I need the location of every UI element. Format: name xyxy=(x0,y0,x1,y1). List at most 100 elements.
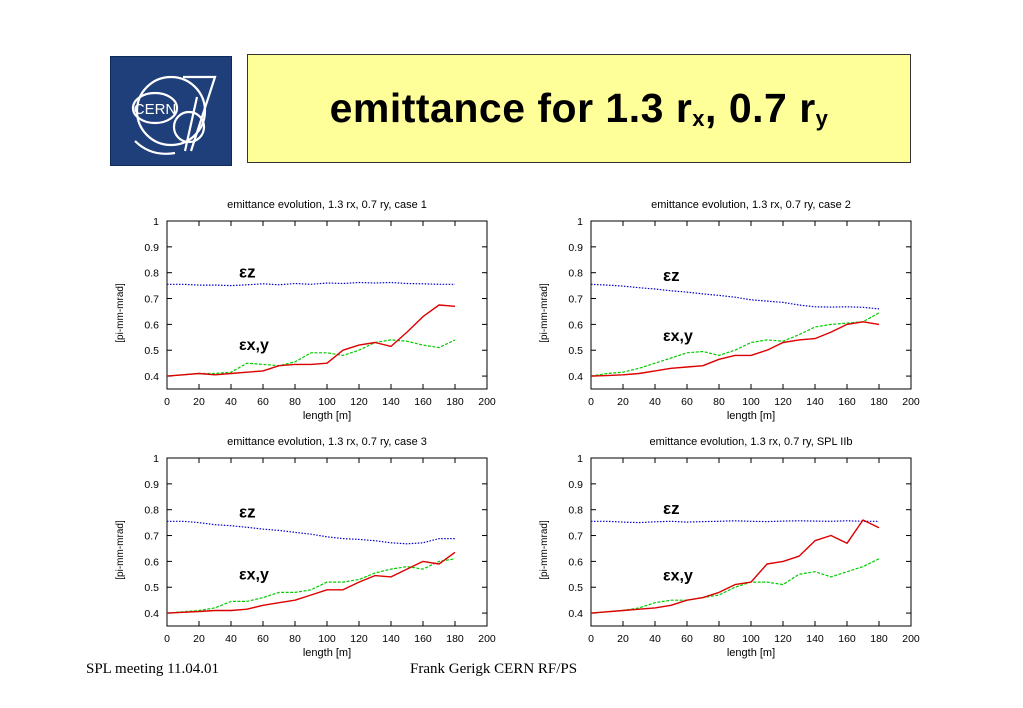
series-line-2 xyxy=(166,304,456,377)
y-tick-label: 0.8 xyxy=(568,505,583,517)
x-tick-label: 180 xyxy=(870,633,888,645)
x-tick-label: 40 xyxy=(225,633,237,645)
x-tick-label: 140 xyxy=(806,396,824,408)
series-line-2 xyxy=(166,551,456,614)
y-tick-label: 0.6 xyxy=(144,319,159,331)
y-tick-label: 0.9 xyxy=(568,479,583,491)
series-line-0 xyxy=(167,520,455,545)
title-subscript-x: x xyxy=(692,106,706,131)
epsilon-xy-label: εx,y xyxy=(239,337,269,354)
footer-left: SPL meeting 11.04.01 xyxy=(86,661,220,677)
x-tick-label: 160 xyxy=(838,633,856,645)
chart-case-2: emittance evolution, 1.3 rx, 0.7 ry, cas… xyxy=(539,199,920,422)
y-axis-label: [pi-mm-mrad] xyxy=(115,520,126,580)
chart-spl-iib: emittance evolution, 1.3 rx, 0.7 ry, SPL… xyxy=(539,436,920,659)
plot-frame xyxy=(590,457,912,627)
chart-title: emittance evolution, 1.3 rx, 0.7 ry, SPL… xyxy=(650,436,853,448)
series-line-0 xyxy=(167,281,455,287)
cern-logo-mark: CERN xyxy=(131,75,217,155)
x-tick-label: 20 xyxy=(617,396,629,408)
x-axis-label: length [m] xyxy=(727,647,775,659)
y-axis-label: [pi-mm-mrad] xyxy=(539,520,550,580)
x-tick-label: 60 xyxy=(681,633,693,645)
x-tick-label: 60 xyxy=(257,633,269,645)
title-main: emittance for 1.3 r xyxy=(329,85,693,131)
x-tick-label: 120 xyxy=(774,396,792,408)
cern-logo-text: CERN xyxy=(134,101,177,118)
plot-frame xyxy=(590,220,912,390)
x-axis-label: length [m] xyxy=(303,647,351,659)
x-tick-label: 180 xyxy=(870,396,888,408)
x-tick-label: 140 xyxy=(806,633,824,645)
x-tick-label: 0 xyxy=(164,396,170,408)
series-line-0 xyxy=(591,520,879,524)
x-tick-label: 80 xyxy=(289,633,301,645)
x-tick-label: 60 xyxy=(681,396,693,408)
y-tick-label: 0.4 xyxy=(568,608,583,620)
cern-logo: CERN xyxy=(110,56,232,166)
chart-case-3: emittance evolution, 1.3 rx, 0.7 ry, cas… xyxy=(115,436,496,659)
x-tick-label: 140 xyxy=(382,633,400,645)
x-tick-label: 180 xyxy=(446,633,464,645)
x-tick-label: 80 xyxy=(289,396,301,408)
x-tick-label: 180 xyxy=(446,396,464,408)
y-tick-label: 0.4 xyxy=(144,608,159,620)
series-line-2 xyxy=(590,321,880,377)
y-tick-label: 0.7 xyxy=(568,294,583,306)
epsilon-z-label: εz xyxy=(663,499,680,518)
y-tick-label: 1 xyxy=(153,453,159,465)
chart-case-1: emittance evolution, 1.3 rx, 0.7 ry, cas… xyxy=(115,199,496,422)
y-tick-label: 1 xyxy=(153,216,159,228)
x-axis-label: length [m] xyxy=(727,410,775,422)
y-tick-label: 0.8 xyxy=(144,505,159,517)
x-tick-label: 200 xyxy=(478,633,496,645)
y-tick-label: 0.6 xyxy=(568,319,583,331)
x-tick-label: 120 xyxy=(350,396,368,408)
plot-frame xyxy=(166,457,488,627)
x-tick-label: 100 xyxy=(318,633,336,645)
x-tick-label: 80 xyxy=(713,633,725,645)
x-tick-label: 120 xyxy=(350,633,368,645)
y-tick-label: 1 xyxy=(577,216,583,228)
x-tick-label: 60 xyxy=(257,396,269,408)
x-tick-label: 0 xyxy=(588,396,594,408)
title-middle: , 0.7 r xyxy=(705,85,816,131)
y-tick-label: 1 xyxy=(577,453,583,465)
y-tick-label: 0.5 xyxy=(144,345,159,357)
y-tick-label: 0.5 xyxy=(144,582,159,594)
y-tick-label: 0.5 xyxy=(568,345,583,357)
x-tick-label: 100 xyxy=(742,633,760,645)
x-tick-label: 100 xyxy=(318,396,336,408)
x-tick-label: 160 xyxy=(838,396,856,408)
x-tick-label: 200 xyxy=(478,396,496,408)
x-tick-label: 40 xyxy=(649,633,661,645)
x-tick-label: 80 xyxy=(713,396,725,408)
x-tick-label: 120 xyxy=(774,633,792,645)
x-tick-label: 0 xyxy=(164,633,170,645)
x-axis-label: length [m] xyxy=(303,410,351,422)
y-tick-label: 0.9 xyxy=(144,242,159,254)
epsilon-xy-label: εx,y xyxy=(663,568,693,585)
x-tick-label: 160 xyxy=(414,633,432,645)
x-tick-label: 20 xyxy=(193,633,205,645)
y-axis-label: [pi-mm-mrad] xyxy=(115,283,126,343)
chart-title: emittance evolution, 1.3 rx, 0.7 ry, cas… xyxy=(651,199,851,211)
epsilon-xy-label: εx,y xyxy=(663,328,693,345)
series-line-1 xyxy=(590,312,880,377)
x-tick-label: 160 xyxy=(414,396,432,408)
x-tick-label: 140 xyxy=(382,396,400,408)
slide-title: emittance for 1.3 rx, 0.7 ry xyxy=(330,85,829,132)
series-line-2 xyxy=(590,519,880,614)
y-tick-label: 0.6 xyxy=(144,556,159,568)
series-line-1 xyxy=(590,558,880,614)
y-tick-label: 0.9 xyxy=(568,242,583,254)
y-tick-label: 0.9 xyxy=(144,479,159,491)
x-tick-label: 100 xyxy=(742,396,760,408)
series-line-1 xyxy=(166,339,456,377)
y-tick-label: 0.7 xyxy=(144,531,159,543)
x-tick-label: 200 xyxy=(902,633,920,645)
y-tick-label: 0.8 xyxy=(568,268,583,280)
epsilon-z-label: εz xyxy=(239,503,256,522)
y-axis-label: [pi-mm-mrad] xyxy=(539,283,550,343)
y-tick-label: 0.4 xyxy=(568,371,583,383)
